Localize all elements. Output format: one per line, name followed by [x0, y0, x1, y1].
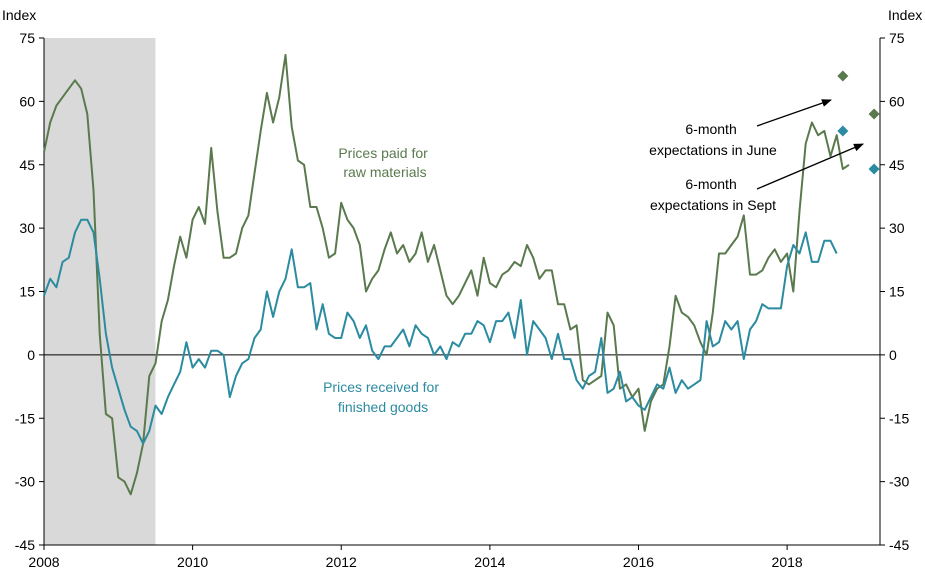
series-label-raw-materials: Prices paid for raw materials — [338, 145, 431, 180]
axis-ticks: 75 75 60 60 45 45 30 30 15 15 0 0 -15 -15 -30 -30 -45 -45… — [15, 30, 910, 570]
series-line-1 — [43, 218, 838, 445]
left-axis-title: Index — [2, 7, 36, 23]
y-tick-label-left: 0 — [27, 347, 35, 363]
y-tick-label-left: -15 — [15, 410, 35, 426]
x-tick-label: 2016 — [623, 554, 654, 570]
y-tick-label-left: -45 — [15, 537, 35, 553]
x-tick-label: 2018 — [772, 554, 803, 570]
y-tick-label-right: 60 — [889, 93, 905, 109]
annotation-sept: 6-month expectations in Sept — [650, 176, 776, 213]
right-axis-title: Index — [888, 7, 922, 23]
y-tick-label-right: 30 — [889, 220, 905, 236]
y-tick-label-left: -30 — [15, 474, 35, 490]
expectation-marker-0-1 — [837, 125, 849, 137]
y-tick-label-right: 0 — [889, 347, 897, 363]
expectation-marker-0-0 — [837, 70, 849, 82]
y-tick-label-right: -15 — [889, 410, 909, 426]
series-label-finished-goods: Prices received for finished goods — [323, 379, 443, 415]
y-tick-label-right: -45 — [889, 537, 909, 553]
x-tick-label: 2012 — [326, 554, 357, 570]
y-tick-label-left: 30 — [19, 220, 35, 236]
y-tick-label-left: 45 — [19, 157, 35, 173]
expectation-marker-1-1 — [868, 163, 880, 175]
x-tick-label: 2014 — [474, 554, 505, 570]
x-tick-label: 2008 — [28, 554, 59, 570]
series-line-0 — [43, 53, 850, 496]
y-tick-label-left: 15 — [19, 284, 35, 300]
y-tick-label-right: 75 — [889, 30, 905, 46]
recession-shading — [44, 38, 156, 545]
y-tick-label-left: 75 — [19, 30, 35, 46]
y-tick-label-left: 60 — [19, 93, 35, 109]
expectation-marker-1-0 — [868, 108, 880, 120]
y-tick-label-right: -30 — [889, 474, 909, 490]
arrow-june — [756, 99, 832, 127]
y-tick-label-right: 15 — [889, 284, 905, 300]
arrow-sept — [756, 143, 864, 190]
expectation-points — [837, 70, 880, 175]
series-layer — [43, 53, 850, 496]
x-tick-label: 2010 — [177, 554, 208, 570]
y-tick-label-right: 45 — [889, 157, 905, 173]
annotation-june: 6-month expectations in June — [649, 121, 777, 158]
